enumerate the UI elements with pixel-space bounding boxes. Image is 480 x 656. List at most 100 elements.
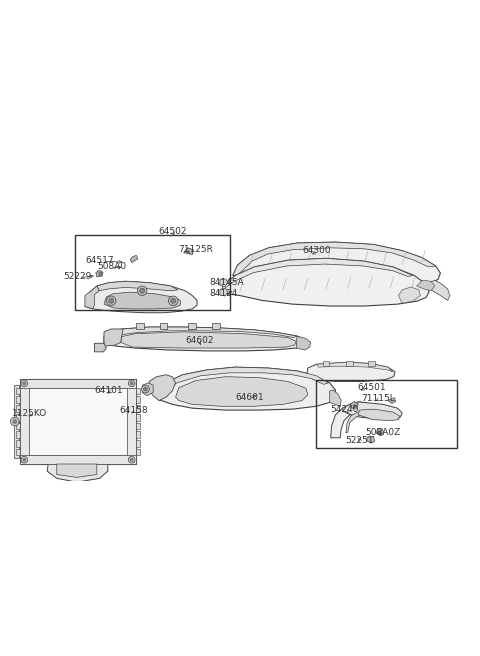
Polygon shape — [95, 343, 107, 352]
Bar — [316, 380, 457, 448]
Polygon shape — [331, 402, 364, 438]
Polygon shape — [159, 367, 336, 410]
Polygon shape — [346, 410, 364, 433]
Polygon shape — [104, 327, 306, 351]
Text: 84145A: 84145A — [209, 278, 244, 287]
Polygon shape — [398, 287, 420, 303]
Bar — [75, 235, 230, 310]
Polygon shape — [330, 390, 341, 407]
Circle shape — [142, 385, 149, 393]
Polygon shape — [296, 336, 311, 350]
Polygon shape — [104, 292, 180, 309]
Circle shape — [168, 296, 178, 306]
Polygon shape — [233, 242, 436, 276]
Polygon shape — [221, 258, 429, 306]
Circle shape — [23, 459, 26, 461]
Text: 64602: 64602 — [185, 336, 214, 345]
Circle shape — [128, 380, 135, 386]
Polygon shape — [168, 367, 328, 389]
Polygon shape — [359, 409, 399, 420]
Polygon shape — [189, 323, 196, 329]
Circle shape — [130, 459, 133, 461]
Polygon shape — [148, 375, 176, 401]
Polygon shape — [212, 323, 220, 329]
Polygon shape — [160, 323, 168, 329]
Circle shape — [378, 432, 381, 434]
Polygon shape — [104, 329, 123, 346]
Polygon shape — [14, 385, 19, 459]
Circle shape — [353, 405, 356, 407]
Polygon shape — [16, 405, 20, 412]
Text: 52251: 52251 — [345, 436, 373, 445]
Polygon shape — [136, 422, 140, 429]
Polygon shape — [323, 361, 329, 366]
Circle shape — [11, 417, 19, 426]
Circle shape — [140, 289, 144, 293]
Polygon shape — [221, 258, 413, 295]
Polygon shape — [136, 440, 140, 447]
Circle shape — [171, 298, 176, 303]
Polygon shape — [16, 396, 20, 403]
Polygon shape — [96, 270, 103, 277]
Text: 64101: 64101 — [95, 386, 123, 396]
Text: 64501: 64501 — [357, 383, 385, 392]
Circle shape — [21, 380, 28, 386]
Polygon shape — [16, 422, 20, 429]
Polygon shape — [120, 332, 296, 348]
Polygon shape — [417, 280, 435, 291]
Text: 64601: 64601 — [235, 393, 264, 402]
Polygon shape — [367, 436, 374, 443]
Polygon shape — [16, 431, 20, 438]
Polygon shape — [388, 398, 396, 403]
Text: 64517: 64517 — [85, 256, 114, 265]
Circle shape — [107, 296, 116, 306]
Text: 64502: 64502 — [159, 226, 187, 236]
Polygon shape — [16, 440, 20, 447]
Polygon shape — [20, 379, 136, 464]
Polygon shape — [176, 377, 308, 406]
Circle shape — [128, 457, 135, 463]
Text: 64158: 64158 — [120, 405, 148, 415]
Polygon shape — [136, 414, 140, 420]
Polygon shape — [28, 388, 128, 455]
Polygon shape — [136, 388, 140, 394]
Polygon shape — [368, 361, 374, 366]
Text: 71115L: 71115L — [362, 394, 396, 403]
Polygon shape — [127, 379, 136, 464]
Polygon shape — [85, 286, 99, 309]
Polygon shape — [376, 428, 384, 436]
Polygon shape — [85, 281, 197, 313]
Text: 71125R: 71125R — [178, 245, 213, 254]
Polygon shape — [130, 255, 138, 262]
Polygon shape — [136, 405, 140, 412]
Circle shape — [21, 457, 28, 463]
Polygon shape — [20, 379, 29, 464]
Circle shape — [144, 387, 147, 391]
Text: 84124: 84124 — [209, 289, 237, 298]
Polygon shape — [347, 361, 353, 366]
Circle shape — [13, 420, 17, 423]
Polygon shape — [136, 396, 140, 403]
Polygon shape — [16, 388, 20, 394]
Text: 64300: 64300 — [302, 246, 331, 255]
Text: 508A0Z: 508A0Z — [365, 428, 400, 436]
Polygon shape — [142, 383, 153, 396]
Circle shape — [23, 382, 26, 385]
Text: 1125KO: 1125KO — [12, 409, 47, 419]
Polygon shape — [351, 401, 359, 408]
Text: 508A0: 508A0 — [97, 262, 126, 272]
Polygon shape — [20, 379, 136, 388]
Polygon shape — [136, 431, 140, 438]
Polygon shape — [136, 323, 144, 329]
Polygon shape — [421, 280, 450, 300]
Polygon shape — [220, 279, 228, 287]
Polygon shape — [97, 281, 178, 291]
Circle shape — [130, 382, 133, 385]
Polygon shape — [47, 464, 108, 482]
Circle shape — [99, 272, 103, 276]
Polygon shape — [20, 455, 136, 464]
Polygon shape — [184, 248, 193, 255]
Polygon shape — [316, 362, 393, 372]
Text: 54240: 54240 — [331, 405, 359, 414]
Polygon shape — [57, 464, 97, 478]
